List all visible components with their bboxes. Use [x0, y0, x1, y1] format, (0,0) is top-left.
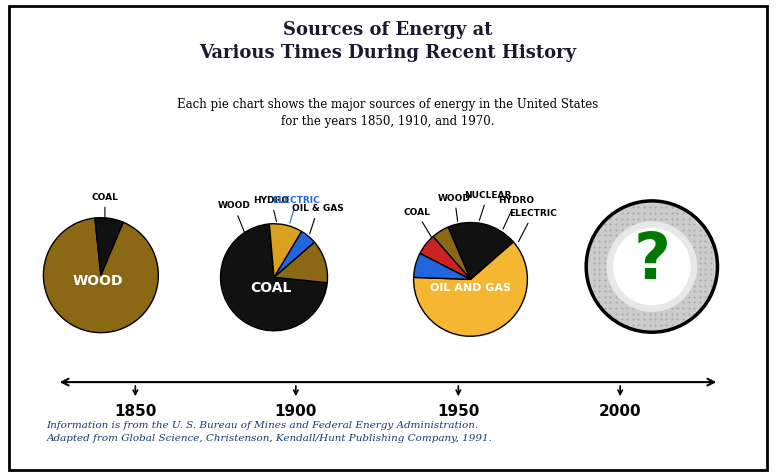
- Text: ?: ?: [633, 230, 670, 292]
- Wedge shape: [448, 222, 514, 279]
- Text: 1950: 1950: [437, 404, 480, 419]
- Text: COAL: COAL: [92, 193, 119, 219]
- Text: COAL: COAL: [403, 208, 432, 238]
- Circle shape: [615, 230, 688, 303]
- Text: Sources of Energy at
Various Times During Recent History: Sources of Energy at Various Times Durin…: [199, 21, 577, 61]
- Text: HYDRO: HYDRO: [498, 197, 534, 229]
- Text: WOOD: WOOD: [73, 274, 123, 288]
- Text: COAL: COAL: [251, 281, 292, 295]
- Wedge shape: [220, 224, 327, 331]
- Circle shape: [614, 228, 690, 305]
- Text: 2000: 2000: [599, 404, 642, 419]
- Circle shape: [586, 201, 718, 332]
- Text: ELECTRIC: ELECTRIC: [509, 209, 557, 242]
- Wedge shape: [43, 218, 158, 333]
- Text: 1850: 1850: [114, 404, 157, 419]
- Wedge shape: [274, 231, 314, 277]
- Text: HYDRO: HYDRO: [253, 196, 289, 222]
- Text: NUCLEAR: NUCLEAR: [464, 191, 511, 220]
- Text: 1900: 1900: [275, 404, 317, 419]
- Wedge shape: [414, 253, 470, 279]
- Text: Each pie chart shows the major sources of energy in the United States
for the ye: Each pie chart shows the major sources o…: [178, 98, 598, 128]
- Text: WOOD: WOOD: [217, 201, 251, 234]
- Wedge shape: [269, 224, 302, 277]
- Wedge shape: [420, 237, 470, 279]
- Text: ELECTRIC: ELECTRIC: [272, 196, 320, 223]
- Wedge shape: [433, 227, 470, 279]
- Wedge shape: [414, 242, 528, 336]
- Wedge shape: [95, 218, 123, 275]
- Text: WOOD: WOOD: [438, 194, 471, 221]
- Text: Information is from the U. S. Bureau of Mines and Federal Energy Administration.: Information is from the U. S. Bureau of …: [47, 421, 493, 443]
- Text: OIL & GAS: OIL & GAS: [292, 204, 344, 234]
- Text: OIL AND GAS: OIL AND GAS: [430, 283, 511, 293]
- Wedge shape: [274, 242, 327, 283]
- Circle shape: [607, 222, 697, 311]
